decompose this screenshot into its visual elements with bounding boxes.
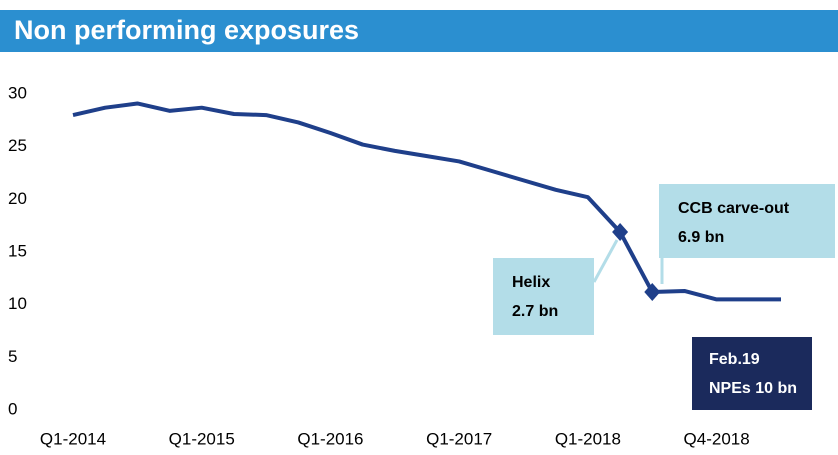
line: [72, 101, 781, 302]
y-tick-label: 30: [8, 83, 27, 102]
marker: [612, 222, 629, 241]
feb-box: [692, 337, 812, 410]
y-tick-label: 25: [8, 136, 27, 155]
x-tick-label: Q1-2016: [297, 429, 363, 448]
annotation: Feb.19: [709, 351, 760, 368]
helix-box: [493, 258, 594, 335]
helix-connector: [592, 239, 619, 283]
y-tick-label: 0: [8, 399, 17, 418]
annotation: 6.9 bn: [678, 229, 724, 246]
y-tick-label: 5: [8, 347, 17, 366]
annotation: 2.7 bn: [512, 303, 558, 320]
x-tick-label: Q1-2017: [426, 429, 492, 448]
annotation: Helix: [512, 274, 550, 291]
y-tick-label: 15: [8, 241, 27, 260]
x-tick-label: Q1-2015: [169, 429, 235, 448]
annotation: NPEs 10 bn: [709, 380, 797, 397]
y-tick-label: 20: [8, 189, 27, 208]
ccb-box: [659, 184, 835, 258]
chart-title: Non performing exposures: [14, 15, 359, 45]
marker: [644, 283, 661, 302]
x-tick-label: Q1-2014: [40, 429, 106, 448]
y-tick-label: 10: [8, 294, 27, 313]
annotation: CCB carve-out: [678, 200, 790, 217]
x-tick-label: Q4-2018: [684, 429, 750, 448]
x-tick-label: Q1-2018: [555, 429, 621, 448]
header-bar: [0, 10, 838, 52]
